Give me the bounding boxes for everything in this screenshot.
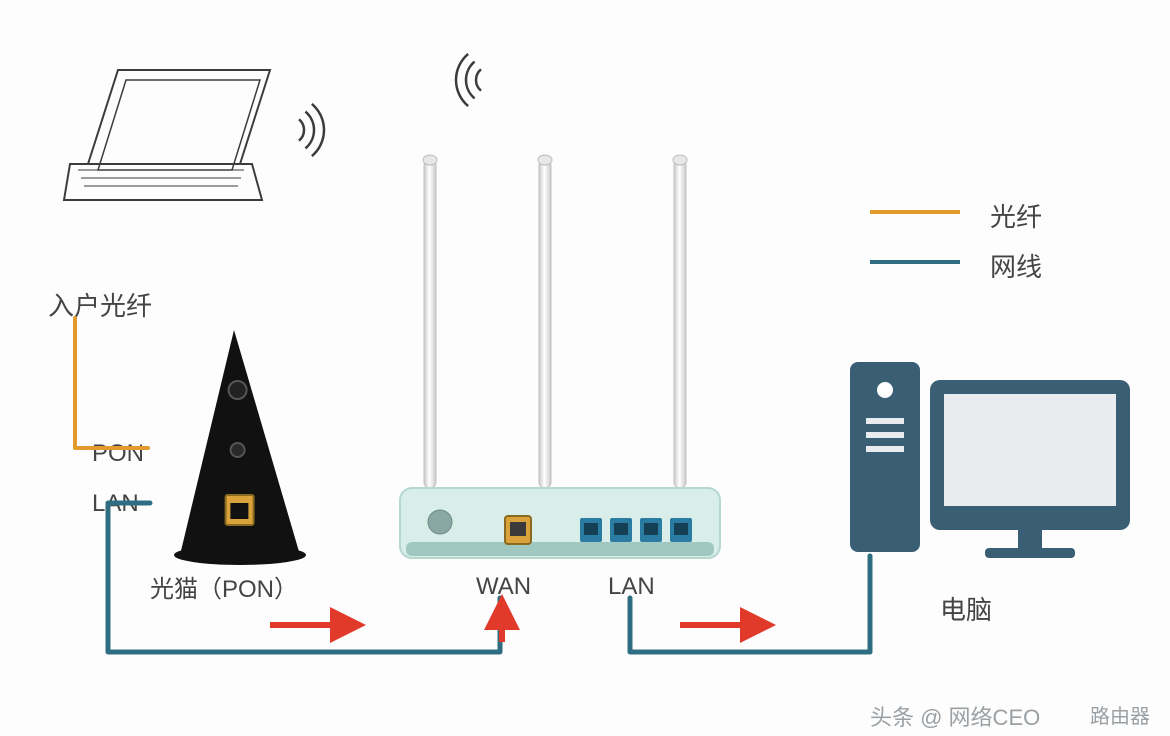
wan-label: WAN — [476, 573, 531, 601]
legend-ethernet-line — [870, 260, 960, 264]
watermark-text-2: 路由器 — [1090, 700, 1150, 729]
diagram-stage: 光纤 网线 入户光纤 PON LAN 光猫（PON） WAN LAN 电脑 头条… — [0, 0, 1170, 736]
watermark-text: 头条 @ 网络CEO — [870, 700, 1040, 732]
pc-label: 电脑 — [940, 590, 992, 627]
legend-fiber-label: 光纤 — [990, 197, 1042, 234]
lan-modem-label: LAN — [92, 490, 139, 518]
legend-fiber-line — [870, 210, 960, 214]
diagram-svg — [0, 0, 1170, 736]
pon-label: PON — [92, 440, 144, 468]
incoming-fiber-label: 入户光纤 — [48, 286, 152, 323]
modem-caption: 光猫（PON） — [150, 569, 298, 604]
lan-router-label: LAN — [608, 573, 655, 601]
legend-ethernet-label: 网线 — [990, 247, 1042, 284]
